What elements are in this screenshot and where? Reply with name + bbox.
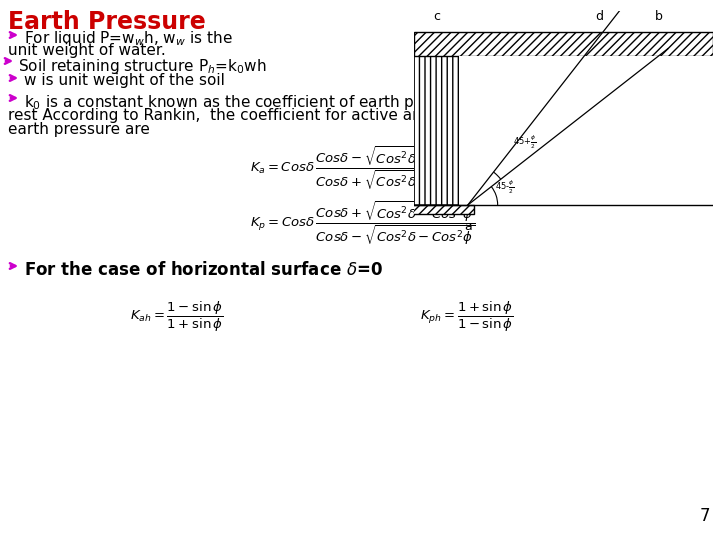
Text: $K_{ah} = \dfrac{1 - \sin\phi}{1 + \sin\phi}$: $K_{ah} = \dfrac{1 - \sin\phi}{1 + \sin\… xyxy=(130,300,223,334)
Text: 45+$\frac{\phi}{2}$: 45+$\frac{\phi}{2}$ xyxy=(513,133,536,151)
Text: b: b xyxy=(655,10,663,23)
Polygon shape xyxy=(459,56,713,205)
Text: d: d xyxy=(595,10,603,23)
Text: a: a xyxy=(464,220,472,233)
Polygon shape xyxy=(414,32,713,56)
Text: w is unit weight of the soil: w is unit weight of the soil xyxy=(24,73,225,88)
Text: $K_{ph} = \dfrac{1 + \sin\phi}{1 - \sin\phi}$: $K_{ph} = \dfrac{1 + \sin\phi}{1 - \sin\… xyxy=(420,300,513,334)
Text: rest According to Rankin,  the coefficient for active and passive: rest According to Rankin, the coefficien… xyxy=(8,108,494,123)
Text: unit weight of water.: unit weight of water. xyxy=(8,43,166,58)
Text: $K_p = Cos\delta\,\dfrac{Cos\delta + \sqrt{Cos^2\delta - Cos^2\phi}}{Cos\delta -: $K_p = Cos\delta\,\dfrac{Cos\delta + \sq… xyxy=(250,200,475,248)
Text: Earth Pressure: Earth Pressure xyxy=(8,10,206,34)
Text: k$_0$ is a constant known as the coefficient of earth pressure at: k$_0$ is a constant known as the coeffic… xyxy=(24,93,492,112)
Text: c: c xyxy=(433,10,440,23)
Text: 45-$\frac{\phi}{2}$: 45-$\frac{\phi}{2}$ xyxy=(495,178,514,196)
Polygon shape xyxy=(414,56,468,205)
Text: $K_a = Cos\delta\,\dfrac{Cos\delta - \sqrt{Cos^2\delta - Cos^2\phi}}{Cos\delta +: $K_a = Cos\delta\,\dfrac{Cos\delta - \sq… xyxy=(250,145,475,193)
Text: 7: 7 xyxy=(700,507,710,525)
Text: For liquid P=w$_w$h, w$_w$ is the: For liquid P=w$_w$h, w$_w$ is the xyxy=(24,29,233,48)
Text: For the case of horizontal surface $\delta$=0: For the case of horizontal surface $\del… xyxy=(24,261,383,279)
Text: earth pressure are: earth pressure are xyxy=(8,122,150,137)
Polygon shape xyxy=(405,205,474,214)
Text: Soil retaining structure P$_h$=k$_0$wh: Soil retaining structure P$_h$=k$_0$wh xyxy=(18,57,266,76)
